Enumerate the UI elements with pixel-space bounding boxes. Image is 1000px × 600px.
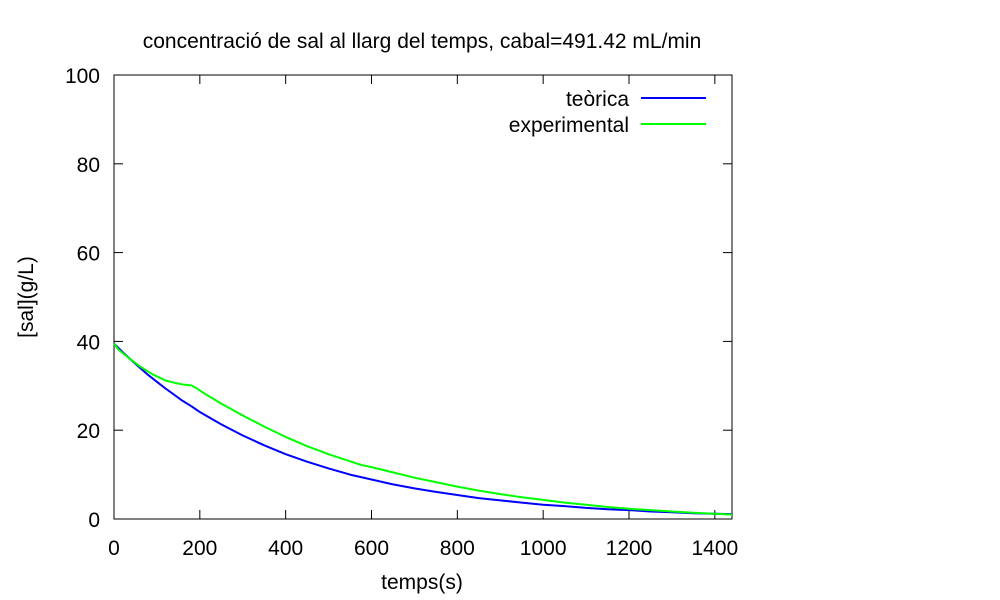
x-tick-label: 200 [182,537,217,560]
series-line-teorica [113,342,733,516]
x-axis-label: temps(s) [381,571,463,594]
x-tick-label: 0 [108,537,120,560]
x-tick-label: 600 [354,537,389,560]
x-tick-label: 1400 [691,537,738,560]
y-tick-label: 40 [77,331,100,354]
y-tick-label: 100 [65,65,100,88]
x-tick-label: 1200 [606,537,653,560]
series-lines [113,342,733,516]
y-tick-label: 80 [77,154,100,177]
axis-ticks: 0 200 400 600 800 1000 1200 1400 0 20 40 60 80 100 [65,65,738,560]
legend-entry-label: teòrica [566,88,629,111]
y-tick-label: 0 [88,509,100,532]
y-axis-label: [sal](g/L) [15,256,38,338]
x-tick-label: 400 [268,537,303,560]
x-tick-label: 1000 [520,537,567,560]
x-tick-label: 800 [440,537,475,560]
plot-frame [113,74,733,520]
chart-title: concentració de sal al llarg del temps, … [143,30,702,53]
legend-entry-label: experimental [509,114,629,137]
y-tick-label: 20 [77,420,100,443]
series-line-experimental [113,343,733,516]
legend: teòrica experimental [509,88,706,137]
y-tick-label: 60 [77,243,100,266]
